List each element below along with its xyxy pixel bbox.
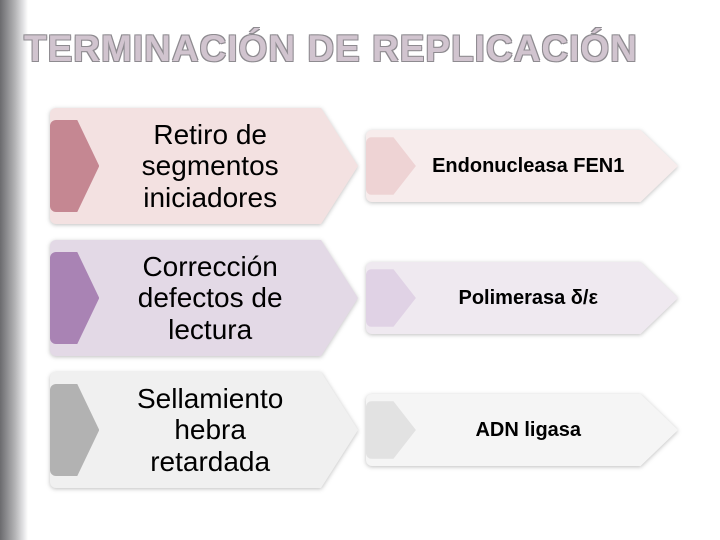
step-arrow: Retiro de segmentos iniciadores bbox=[50, 108, 358, 224]
enzyme-label: ADN ligasa bbox=[388, 419, 656, 441]
enzyme-arrow: ADN ligasa bbox=[366, 394, 678, 466]
process-row: Retiro de segmentos iniciadores Endonucl… bbox=[50, 108, 686, 224]
process-rows: Retiro de segmentos iniciadores Endonucl… bbox=[50, 108, 686, 504]
process-row: Sellamiento hebra retardada ADN ligasa bbox=[50, 372, 686, 488]
page-title-text: TERMINACIÓN DE REPLICACIÓN bbox=[24, 28, 638, 69]
left-decorative-strip bbox=[0, 0, 28, 540]
enzyme-label: Polimerasa δ/ε bbox=[388, 287, 656, 309]
step-arrow: Corrección defectos de lectura bbox=[50, 240, 358, 356]
enzyme-arrow: Endonucleasa FEN1 bbox=[366, 130, 678, 202]
process-row: Corrección defectos de lectura Polimeras… bbox=[50, 240, 686, 356]
enzyme-arrow: Polimerasa δ/ε bbox=[366, 262, 678, 334]
step-label: Sellamiento hebra retardada bbox=[72, 383, 337, 477]
page-title: TERMINACIÓN DE REPLICACIÓN bbox=[24, 28, 710, 70]
enzyme-label: Endonucleasa FEN1 bbox=[388, 155, 656, 177]
step-arrow: Sellamiento hebra retardada bbox=[50, 372, 358, 488]
step-label: Retiro de segmentos iniciadores bbox=[72, 119, 337, 213]
step-label: Corrección defectos de lectura bbox=[72, 251, 337, 345]
